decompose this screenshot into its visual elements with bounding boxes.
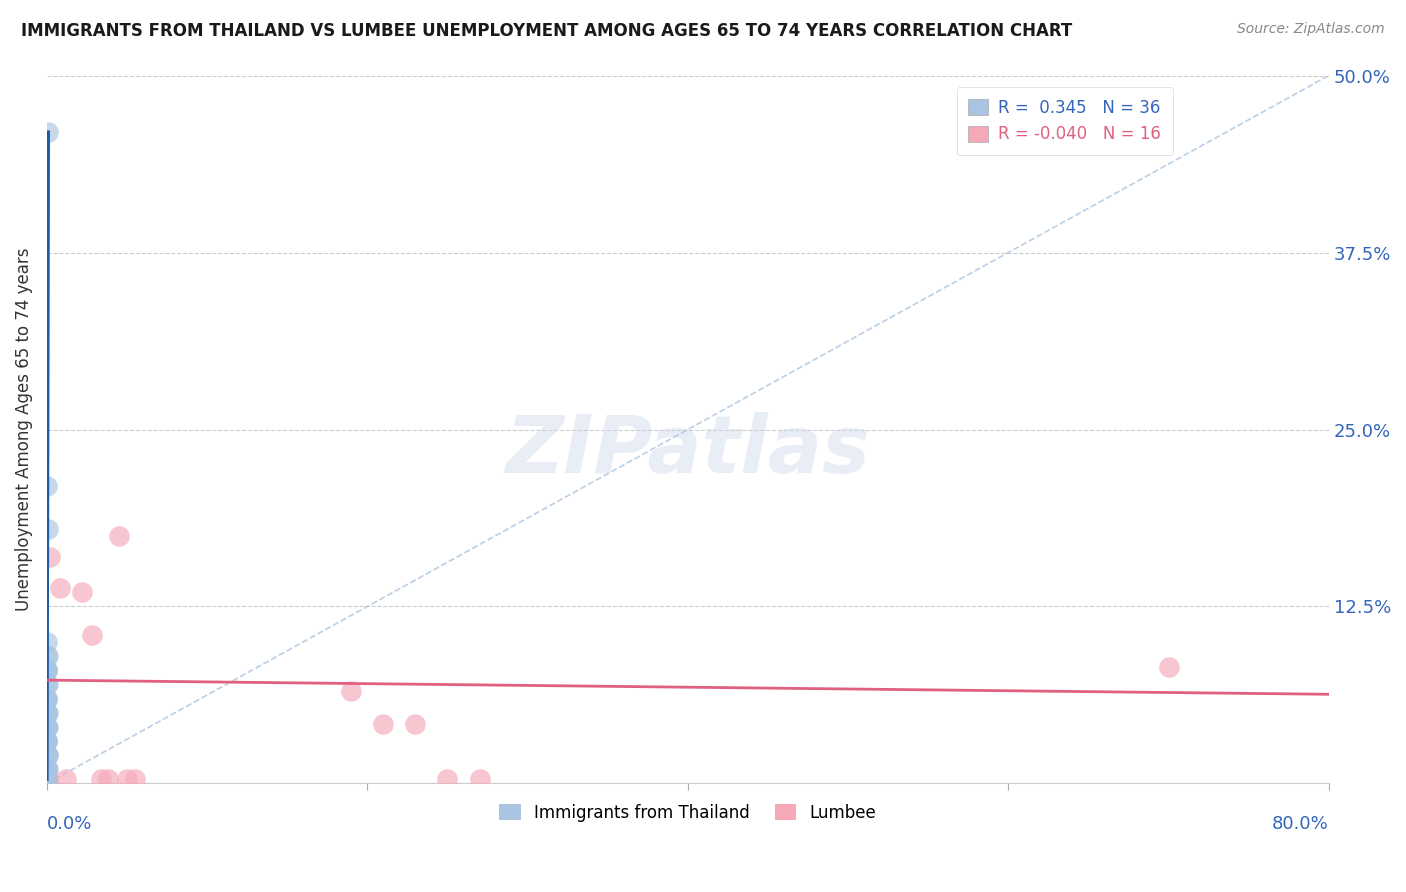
Point xyxy=(37,734,59,748)
Point xyxy=(37,677,59,691)
Point xyxy=(80,628,103,642)
Point xyxy=(37,734,59,748)
Point xyxy=(468,772,491,787)
Text: ZIPatlas: ZIPatlas xyxy=(505,412,870,490)
Y-axis label: Unemployment Among Ages 65 to 74 years: Unemployment Among Ages 65 to 74 years xyxy=(15,248,32,611)
Point xyxy=(37,772,59,787)
Point xyxy=(37,677,59,691)
Point xyxy=(37,522,59,536)
Point xyxy=(340,684,363,698)
Point xyxy=(37,762,59,776)
Point xyxy=(90,772,112,787)
Point xyxy=(37,125,59,139)
Point xyxy=(35,734,58,748)
Point xyxy=(37,720,59,734)
Point xyxy=(37,706,59,720)
Text: 0.0%: 0.0% xyxy=(46,815,93,833)
Point xyxy=(1157,660,1180,674)
Point xyxy=(37,748,59,763)
Point xyxy=(108,529,131,543)
Point xyxy=(373,717,395,731)
Point xyxy=(124,772,146,787)
Point xyxy=(97,772,120,787)
Legend: Immigrants from Thailand, Lumbee: Immigrants from Thailand, Lumbee xyxy=(492,797,883,829)
Point xyxy=(37,772,59,787)
Point xyxy=(37,706,59,720)
Point xyxy=(37,775,59,789)
Text: 80.0%: 80.0% xyxy=(1272,815,1329,833)
Point xyxy=(70,585,93,599)
Point xyxy=(35,663,58,677)
Point xyxy=(37,691,59,706)
Point xyxy=(55,772,77,787)
Point xyxy=(37,762,59,776)
Point xyxy=(115,772,138,787)
Point xyxy=(37,635,59,649)
Point xyxy=(37,748,59,763)
Point xyxy=(37,773,59,788)
Text: IMMIGRANTS FROM THAILAND VS LUMBEE UNEMPLOYMENT AMONG AGES 65 TO 74 YEARS CORREL: IMMIGRANTS FROM THAILAND VS LUMBEE UNEMP… xyxy=(21,22,1073,40)
Point xyxy=(37,775,59,789)
Point xyxy=(37,691,59,706)
Point xyxy=(37,720,59,734)
Point xyxy=(37,748,59,763)
Point xyxy=(39,549,62,564)
Point xyxy=(37,720,59,734)
Point xyxy=(37,706,59,720)
Point xyxy=(404,717,426,731)
Point xyxy=(37,762,59,776)
Text: Source: ZipAtlas.com: Source: ZipAtlas.com xyxy=(1237,22,1385,37)
Point xyxy=(37,648,59,663)
Point xyxy=(37,648,59,663)
Point xyxy=(35,479,58,493)
Point xyxy=(35,663,58,677)
Point xyxy=(436,772,458,787)
Point xyxy=(48,581,70,595)
Point xyxy=(37,769,59,783)
Point xyxy=(37,663,59,677)
Point xyxy=(35,691,58,706)
Point xyxy=(35,769,58,783)
